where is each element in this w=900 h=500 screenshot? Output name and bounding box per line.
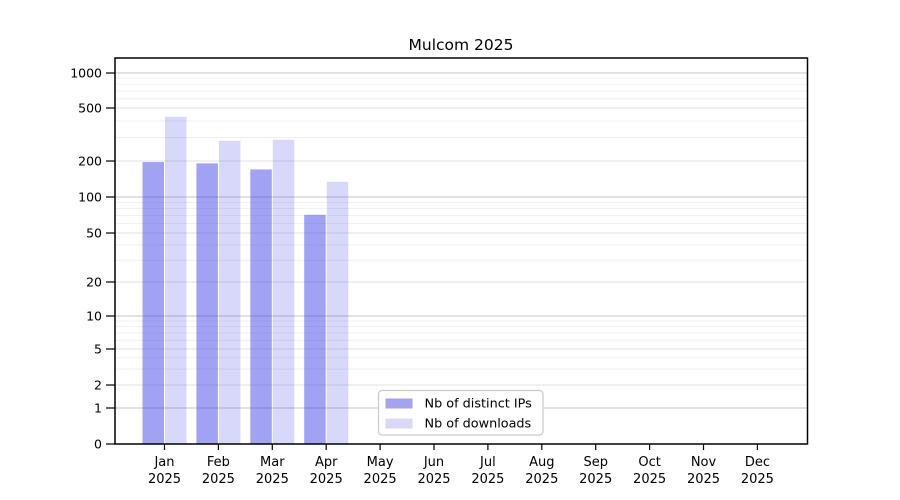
legend-swatch-distinct-ips bbox=[385, 398, 413, 409]
legend: Nb of distinct IPs Nb of downloads bbox=[377, 389, 544, 436]
x-tick-label-may: May 2025 bbox=[364, 455, 397, 487]
legend-swatch-downloads bbox=[385, 418, 413, 429]
x-tick-label-dec: Dec 2025 bbox=[741, 455, 774, 487]
plot-area-border bbox=[114, 57, 809, 445]
grid-layer bbox=[115, 72, 808, 409]
y-tick-label-20: 20 bbox=[86, 275, 102, 290]
bar-distinct-ips-feb bbox=[196, 163, 218, 444]
legend-label-downloads: Nb of downloads bbox=[425, 417, 532, 432]
y-tick-label-10: 10 bbox=[86, 309, 102, 324]
bar-downloads-mar bbox=[272, 139, 295, 444]
y-tick-label-5: 5 bbox=[94, 342, 102, 357]
chart-title: Mulcom 2025 bbox=[409, 36, 514, 54]
axis-layer: 0 1 2 5 10 20 50 100 200 500 1000 Jan 2025 Feb 2025 Mar… bbox=[70, 66, 774, 488]
x-tick-label-jul: Jul 2025 bbox=[471, 455, 504, 487]
y-tick-label-1000: 1000 bbox=[70, 66, 102, 81]
x-tick-label-nov: Nov 2025 bbox=[687, 455, 720, 487]
bar-distinct-ips-mar bbox=[250, 169, 272, 445]
bar-distinct-ips-jan bbox=[142, 162, 164, 445]
y-tick-label-0: 0 bbox=[94, 437, 102, 452]
legend-label-distinct-ips: Nb of distinct IPs bbox=[425, 397, 533, 412]
x-tick-label-apr: Apr 2025 bbox=[310, 455, 343, 487]
x-tick-label-aug: Aug 2025 bbox=[525, 455, 558, 487]
x-tick-label-sep: Sep 2025 bbox=[579, 455, 612, 487]
y-tick-label-100: 100 bbox=[78, 190, 102, 205]
bar-distinct-ips-apr bbox=[304, 214, 326, 444]
bars-layer bbox=[142, 116, 349, 445]
x-tick-label-jun: Jun 2025 bbox=[417, 455, 450, 487]
y-tick-label-200: 200 bbox=[78, 154, 102, 169]
x-tick-label-mar: Mar 2025 bbox=[256, 455, 289, 487]
x-tick-label-feb: Feb 2025 bbox=[202, 455, 235, 487]
bar-downloads-apr bbox=[326, 181, 349, 444]
bar-downloads-feb bbox=[218, 140, 241, 444]
y-tick-label-2: 2 bbox=[94, 378, 102, 393]
bar-downloads-jan bbox=[165, 116, 187, 445]
x-tick-label-oct: Oct 2025 bbox=[633, 455, 666, 487]
y-tick-label-500: 500 bbox=[78, 101, 102, 116]
y-tick-label-50: 50 bbox=[86, 226, 102, 241]
legend-box bbox=[377, 389, 544, 436]
y-tick-label-1: 1 bbox=[94, 401, 102, 416]
x-tick-label-jan: Jan 2025 bbox=[148, 455, 181, 487]
